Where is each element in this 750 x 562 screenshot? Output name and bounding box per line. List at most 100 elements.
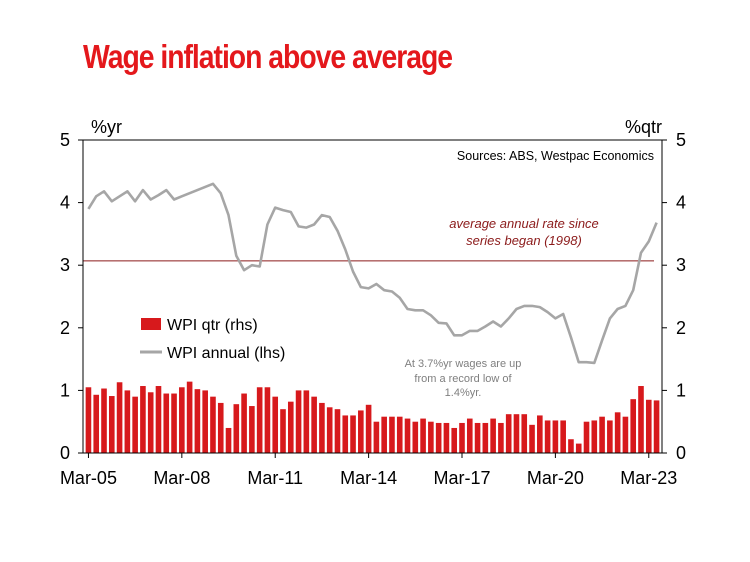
qtr-bar (326, 407, 333, 453)
qtr-bar (140, 386, 146, 453)
qtr-bar (638, 386, 644, 453)
qtr-bar (568, 439, 574, 453)
y-tick-label-left: 4 (60, 193, 70, 213)
axis-labels: 0 0 1 1 2 2 3 3 4 4 5 5 Mar-05 Mar-08 Mar-11 Mar-14 Mar-… (60, 130, 686, 488)
axis-ticks (78, 139, 667, 458)
qtr-bar (280, 409, 286, 453)
y-tick-label-left: 0 (60, 443, 70, 463)
qtr-bar (264, 387, 271, 453)
qtr-bar (498, 422, 504, 453)
qtr-bar (225, 427, 232, 453)
legend-label-annual: WPI annual (lhs) (167, 345, 285, 362)
y-tick-label-left: 1 (60, 380, 70, 400)
qtr-bar (389, 416, 395, 453)
plot-frame (82, 139, 663, 454)
qtr-bar (194, 389, 201, 453)
qtr-bar (85, 387, 92, 453)
qtr-bar (147, 392, 154, 453)
qtr-bar (396, 416, 403, 453)
y-tick-label-left: 2 (60, 318, 70, 338)
qtr-bar (537, 415, 543, 453)
qtr-bar (365, 404, 372, 453)
qtr-bar (132, 396, 138, 453)
legend-swatch-qtr (141, 318, 161, 330)
qtr-bar (155, 386, 162, 453)
y-tick-label-right: 5 (676, 130, 686, 150)
qtr-bar (653, 400, 660, 453)
qtr-bar (435, 422, 442, 453)
qtr-bar (358, 410, 364, 453)
x-tick-label: Mar-05 (60, 468, 117, 488)
qtr-bar (560, 420, 566, 453)
qtr-bar (287, 401, 294, 453)
qtr-bar (256, 387, 263, 453)
qtr-bar (622, 416, 629, 453)
qtr-bar (311, 396, 317, 453)
qtr-bar (614, 412, 621, 453)
qtr-bar (186, 381, 193, 453)
qtr-bar (272, 396, 279, 453)
qtr-bar (552, 420, 559, 453)
y-tick-label-right: 0 (676, 443, 686, 463)
qtr-bar (544, 420, 551, 453)
qtr-bar (529, 424, 535, 453)
qtr-bar (630, 399, 637, 453)
x-tick-label: Mar-11 (247, 468, 303, 488)
annotation-line-2: from a record low of (414, 373, 512, 385)
x-tick-label: Mar-23 (620, 468, 677, 488)
qtr-bar (163, 393, 170, 453)
qtr-bar (428, 421, 434, 453)
source-note: Sources: ABS, Westpac Economics (457, 149, 654, 163)
y-tick-label-left: 3 (60, 255, 70, 275)
qtr-bar (607, 420, 613, 453)
qtr-bar (599, 416, 605, 453)
qtr-bar (342, 415, 349, 453)
qtr-bar (249, 406, 255, 453)
qtr-bar (350, 415, 356, 453)
annotation-line-3: 1.4%yr. (445, 387, 482, 399)
qtr-bar (583, 421, 590, 453)
qtr-bar (334, 409, 341, 453)
qtr-bar (373, 421, 380, 453)
qtr-bar (303, 390, 310, 453)
y-tick-label-right: 4 (676, 193, 686, 213)
qtr-bar (513, 414, 520, 453)
qtr-bar (443, 422, 450, 453)
left-axis-unit: %yr (91, 117, 122, 137)
x-tick-label: Mar-08 (153, 468, 210, 488)
qtr-bar (241, 393, 247, 453)
wpi-qtr-bars (85, 381, 660, 453)
qtr-bar (575, 443, 582, 453)
qtr-bar (505, 414, 512, 453)
legend-label-qtr: WPI qtr (rhs) (167, 317, 258, 334)
qtr-bar (319, 402, 325, 453)
qtr-bar (591, 420, 598, 453)
qtr-bar (101, 388, 107, 453)
x-tick-label: Mar-17 (433, 468, 490, 488)
y-tick-label-right: 1 (676, 380, 686, 400)
qtr-bar (521, 414, 528, 453)
annotation-line-1: At 3.7%yr wages are up (405, 358, 522, 370)
qtr-bar (474, 422, 481, 453)
qtr-bar (482, 422, 489, 453)
average-label-line-1: average annual rate since (449, 216, 599, 231)
qtr-bar (404, 418, 411, 453)
qtr-bar (233, 404, 240, 453)
right-axis-unit: %qtr (625, 117, 662, 137)
qtr-bar (490, 418, 496, 453)
qtr-bar (295, 390, 302, 453)
wpi-annual-line (87, 182, 658, 365)
qtr-bar (217, 402, 224, 453)
x-tick-label: Mar-14 (340, 468, 397, 488)
qtr-bar (210, 396, 216, 453)
qtr-bar (202, 390, 208, 453)
qtr-bar (381, 416, 387, 453)
y-tick-label-right: 3 (676, 255, 686, 275)
qtr-bar (124, 390, 131, 453)
qtr-bar (116, 382, 123, 453)
qtr-bar (412, 421, 419, 453)
qtr-bar (179, 387, 185, 453)
qtr-bar (171, 393, 177, 453)
qtr-bar (451, 427, 458, 453)
qtr-bar (645, 399, 652, 453)
